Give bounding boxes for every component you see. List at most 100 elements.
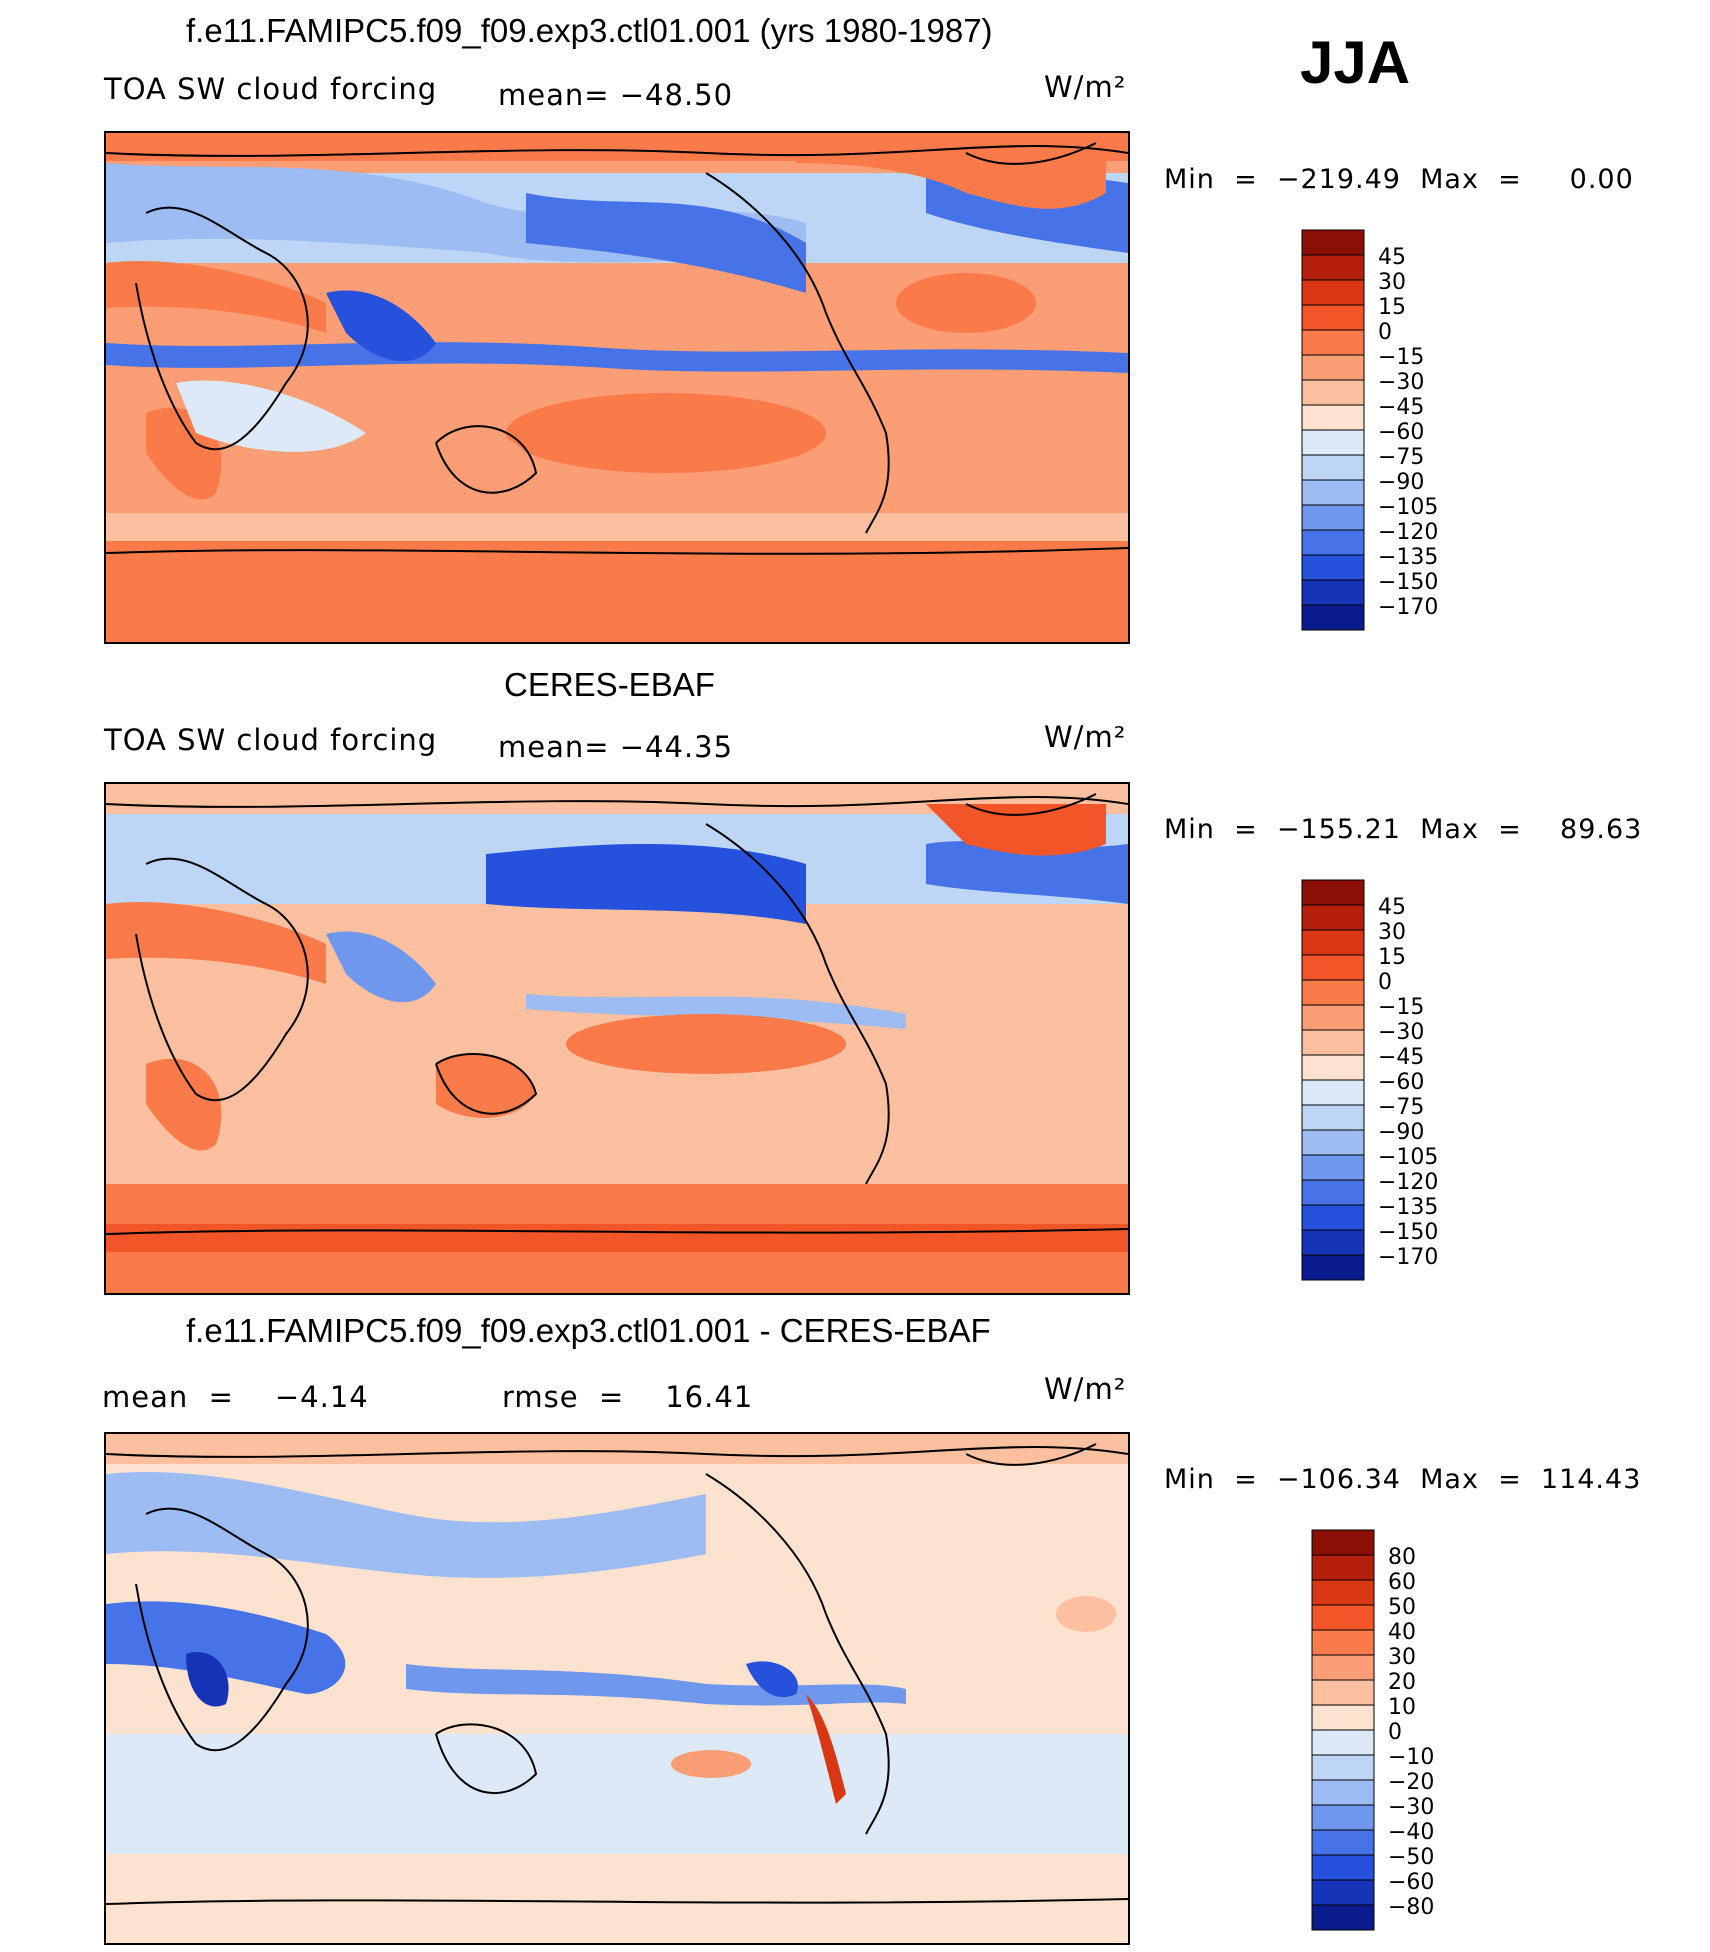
colorbar-swatch <box>1301 379 1365 406</box>
colorbar-swatch <box>1301 1254 1365 1281</box>
colorbar-tick-label: 20 <box>1388 1670 1416 1695</box>
panel-1-map <box>104 131 1130 644</box>
colorbar-tick-label: −60 <box>1388 1870 1434 1895</box>
colorbar-tick-label: −105 <box>1378 495 1438 520</box>
colorbar-swatch <box>1301 329 1365 356</box>
colorbar-swatch <box>1311 1604 1375 1631</box>
panel-3-units-label: W/m² <box>1044 1372 1127 1406</box>
colorbar-swatch <box>1301 554 1365 581</box>
panel-2-colorbar: 4530150−15−30−45−60−75−90−105−120−135−15… <box>1301 879 1438 1281</box>
colorbar-swatch <box>1301 979 1365 1006</box>
panel-2-variable-label: TOA SW cloud forcing <box>104 723 438 757</box>
colorbar-tick-label: −30 <box>1378 370 1424 395</box>
colorbar-swatch <box>1301 579 1365 606</box>
panel-2-min-max: Min = −155.21 Max = 89.63 <box>1164 814 1643 845</box>
colorbar-swatch <box>1301 1154 1365 1181</box>
colorbar-tick-label: −150 <box>1378 570 1438 595</box>
colorbar-swatch <box>1311 1779 1375 1806</box>
colorbar-swatch <box>1311 1704 1375 1731</box>
colorbar-tick-label: −170 <box>1378 1245 1438 1270</box>
colorbar-tick-label: 15 <box>1378 945 1406 970</box>
colorbar-tick-label: −120 <box>1378 520 1438 545</box>
colorbar-tick-label: −120 <box>1378 1170 1438 1195</box>
panel-3-rmse-label: rmse = 16.41 <box>502 1380 754 1414</box>
colorbar-swatch <box>1301 1054 1365 1081</box>
colorbar-swatch <box>1301 1104 1365 1131</box>
panel-3-mean-label: mean = −4.14 <box>102 1380 369 1414</box>
colorbar-swatch <box>1301 354 1365 381</box>
colorbar-swatch <box>1301 1004 1365 1031</box>
colorbar-swatch <box>1301 1204 1365 1231</box>
colorbar-swatch <box>1311 1729 1375 1756</box>
colorbar-tick-label: −90 <box>1378 470 1424 495</box>
colorbar-tick-label: −75 <box>1378 1095 1424 1120</box>
colorbar-tick-label: 50 <box>1388 1595 1416 1620</box>
panel-1-colorbar: 4530150−15−30−45−60−75−90−105−120−135−15… <box>1301 229 1438 631</box>
colorbar-swatch <box>1311 1654 1375 1681</box>
colorbar-tick-label: 15 <box>1378 295 1406 320</box>
colorbar-swatch <box>1301 1029 1365 1056</box>
colorbar-swatch <box>1301 429 1365 456</box>
colorbar-tick-label: −80 <box>1388 1895 1434 1920</box>
colorbar-tick-label: −60 <box>1378 1070 1424 1095</box>
colorbar-tick-label: 60 <box>1388 1570 1416 1595</box>
colorbar-tick-label: −45 <box>1378 395 1424 420</box>
panel-3-title: f.e11.FAMIPC5.f09_f09.exp3.ctl01.001 - C… <box>186 1312 991 1349</box>
panel-2-units-label: W/m² <box>1044 720 1127 754</box>
colorbar-swatch <box>1301 879 1365 906</box>
colorbar-tick-label: 30 <box>1388 1645 1416 1670</box>
colorbar-swatch <box>1301 454 1365 481</box>
panel-1-mean-label: mean= −48.50 <box>498 78 734 112</box>
colorbar-swatch <box>1311 1529 1375 1556</box>
colorbar-tick-label: −150 <box>1378 1220 1438 1245</box>
colorbar-tick-label: −40 <box>1388 1820 1434 1845</box>
colorbar-swatch <box>1311 1629 1375 1656</box>
panel-1-min-max: Min = −219.49 Max = 0.00 <box>1164 164 1634 195</box>
colorbar-swatch <box>1311 1829 1375 1856</box>
colorbar-tick-label: 0 <box>1378 320 1392 345</box>
colorbar-swatch <box>1301 1129 1365 1156</box>
colorbar-swatch <box>1301 529 1365 556</box>
panel-1-variable-label: TOA SW cloud forcing <box>104 72 438 106</box>
colorbar-tick-label: 45 <box>1378 895 1406 920</box>
colorbar-swatch <box>1301 479 1365 506</box>
colorbar-tick-label: 0 <box>1378 970 1392 995</box>
colorbar-swatch <box>1301 954 1365 981</box>
colorbar-tick-label: −60 <box>1378 420 1424 445</box>
colorbar-tick-label: −15 <box>1378 345 1424 370</box>
panel-1-title: f.e11.FAMIPC5.f09_f09.exp3.ctl01.001 (yr… <box>186 12 993 49</box>
panel-2-map <box>104 782 1130 1295</box>
colorbar-tick-label: −170 <box>1378 595 1438 620</box>
colorbar-swatch <box>1301 1229 1365 1256</box>
colorbar-swatch <box>1301 504 1365 531</box>
panel-1-units-label: W/m² <box>1044 70 1127 104</box>
colorbar-tick-label: 45 <box>1378 245 1406 270</box>
season-label: JJA <box>1300 29 1411 96</box>
colorbar-tick-label: −90 <box>1378 1120 1424 1145</box>
colorbar-tick-label: −45 <box>1378 1045 1424 1070</box>
colorbar-tick-label: 30 <box>1378 270 1406 295</box>
colorbar-swatch <box>1301 304 1365 331</box>
colorbar-swatch <box>1311 1904 1375 1931</box>
colorbar-tick-label: −135 <box>1378 1195 1438 1220</box>
colorbar-tick-label: 10 <box>1388 1695 1416 1720</box>
colorbar-swatch <box>1301 904 1365 931</box>
colorbar-tick-label: −50 <box>1388 1845 1434 1870</box>
colorbar-tick-label: −135 <box>1378 545 1438 570</box>
colorbar-swatch <box>1301 604 1365 631</box>
panel-3-map <box>104 1432 1130 1945</box>
colorbar-swatch <box>1301 254 1365 281</box>
colorbar-tick-label: −75 <box>1378 445 1424 470</box>
colorbar-swatch <box>1301 404 1365 431</box>
colorbar-tick-label: 40 <box>1388 1620 1416 1645</box>
colorbar-tick-label: −30 <box>1388 1795 1434 1820</box>
panel-3-min-max: Min = −106.34 Max = 114.43 <box>1164 1464 1642 1495</box>
colorbar-tick-label: −105 <box>1378 1145 1438 1170</box>
panel-2-mean-label: mean= −44.35 <box>498 730 734 764</box>
colorbar-tick-label: −15 <box>1378 995 1424 1020</box>
colorbar-tick-label: 0 <box>1388 1720 1402 1745</box>
colorbar-swatch <box>1301 929 1365 956</box>
colorbar-tick-label: 30 <box>1378 920 1406 945</box>
colorbar-swatch <box>1311 1754 1375 1781</box>
